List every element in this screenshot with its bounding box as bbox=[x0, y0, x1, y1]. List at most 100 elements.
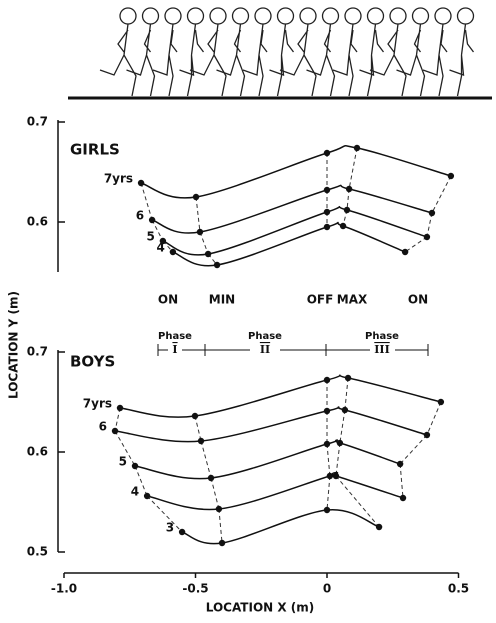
event-label: MAX bbox=[337, 293, 368, 307]
panel-title: GIRLS bbox=[70, 141, 120, 159]
body bbox=[99, 23, 137, 97]
body bbox=[126, 23, 156, 97]
connector bbox=[134, 465, 148, 497]
connector bbox=[404, 236, 428, 253]
connector bbox=[146, 495, 183, 533]
body bbox=[152, 23, 178, 97]
head bbox=[366, 7, 385, 25]
connector bbox=[326, 475, 331, 511]
point bbox=[323, 506, 331, 514]
point bbox=[204, 250, 212, 258]
head bbox=[434, 7, 452, 25]
connector bbox=[151, 219, 164, 242]
point bbox=[399, 494, 407, 502]
point bbox=[169, 248, 177, 256]
point bbox=[197, 437, 205, 445]
head bbox=[141, 7, 160, 25]
stick-figures bbox=[99, 7, 475, 97]
connector bbox=[326, 443, 331, 477]
point bbox=[178, 528, 186, 536]
series-line bbox=[172, 221, 406, 267]
point bbox=[401, 248, 409, 256]
point bbox=[111, 427, 119, 435]
connector bbox=[200, 440, 212, 479]
point bbox=[341, 406, 349, 414]
point bbox=[428, 209, 436, 217]
point bbox=[137, 179, 145, 187]
point bbox=[343, 206, 351, 214]
point bbox=[323, 407, 331, 415]
point bbox=[344, 374, 352, 382]
x-axis-label: LOCATION X (m) bbox=[206, 601, 315, 615]
y-tick-label: 0.7 bbox=[27, 345, 48, 359]
x-tick-label: -1.0 bbox=[51, 582, 77, 596]
series-label: 5 bbox=[119, 455, 127, 469]
point bbox=[345, 185, 353, 193]
head bbox=[321, 7, 340, 25]
body bbox=[422, 23, 448, 97]
series-label: 7yrs bbox=[83, 397, 112, 411]
phase-brackets bbox=[157, 344, 429, 356]
y-tick-label: 0.7 bbox=[27, 115, 48, 129]
connector bbox=[431, 175, 452, 214]
head bbox=[254, 7, 272, 25]
connector bbox=[348, 147, 358, 190]
point bbox=[336, 439, 344, 447]
body bbox=[189, 23, 227, 97]
body bbox=[242, 23, 268, 97]
series-line bbox=[114, 406, 428, 443]
head bbox=[164, 7, 182, 25]
connector bbox=[199, 231, 209, 255]
series-line bbox=[140, 145, 452, 199]
body bbox=[179, 23, 205, 97]
y-tick-label: 0.6 bbox=[27, 445, 48, 459]
point bbox=[437, 398, 445, 406]
point bbox=[207, 474, 215, 482]
series-label: 6 bbox=[136, 209, 144, 223]
body bbox=[332, 23, 358, 97]
point bbox=[191, 412, 199, 420]
point bbox=[326, 472, 334, 480]
body bbox=[396, 23, 426, 97]
series-line bbox=[146, 471, 404, 511]
event-label: ON bbox=[158, 293, 178, 307]
series-label: 3 bbox=[166, 521, 174, 535]
point bbox=[339, 222, 347, 230]
connector bbox=[210, 477, 220, 510]
point bbox=[148, 216, 156, 224]
series-line bbox=[134, 439, 401, 480]
connector bbox=[399, 434, 428, 465]
point bbox=[396, 460, 404, 468]
y-axis-label: LOCATION Y (m) bbox=[7, 291, 21, 399]
phase-word: Phase bbox=[248, 331, 282, 342]
point bbox=[323, 186, 331, 194]
point bbox=[323, 376, 331, 384]
point bbox=[323, 208, 331, 216]
y-tick-label: 0.5 bbox=[27, 545, 48, 559]
series-line bbox=[119, 374, 442, 418]
event-label: OFF bbox=[307, 293, 334, 307]
head bbox=[456, 7, 475, 25]
point bbox=[213, 261, 221, 269]
head bbox=[186, 7, 205, 25]
connector bbox=[114, 407, 121, 432]
body bbox=[306, 23, 336, 97]
phase-numeral: II bbox=[260, 343, 270, 356]
panel-title: BOYS bbox=[70, 353, 115, 371]
point bbox=[196, 228, 204, 236]
point bbox=[192, 193, 200, 201]
point bbox=[332, 472, 340, 480]
point bbox=[143, 492, 151, 500]
series-label: 6 bbox=[99, 420, 107, 434]
point bbox=[375, 523, 383, 531]
body bbox=[359, 23, 385, 97]
x-tick-label: -0.5 bbox=[182, 582, 208, 596]
series-label: 5 bbox=[147, 230, 155, 244]
body bbox=[269, 23, 295, 97]
event-label: ON bbox=[408, 293, 428, 307]
series-label: 4 bbox=[157, 241, 165, 255]
body bbox=[369, 23, 407, 97]
x-tick-label: 0.5 bbox=[448, 582, 469, 596]
series-line bbox=[181, 509, 380, 545]
